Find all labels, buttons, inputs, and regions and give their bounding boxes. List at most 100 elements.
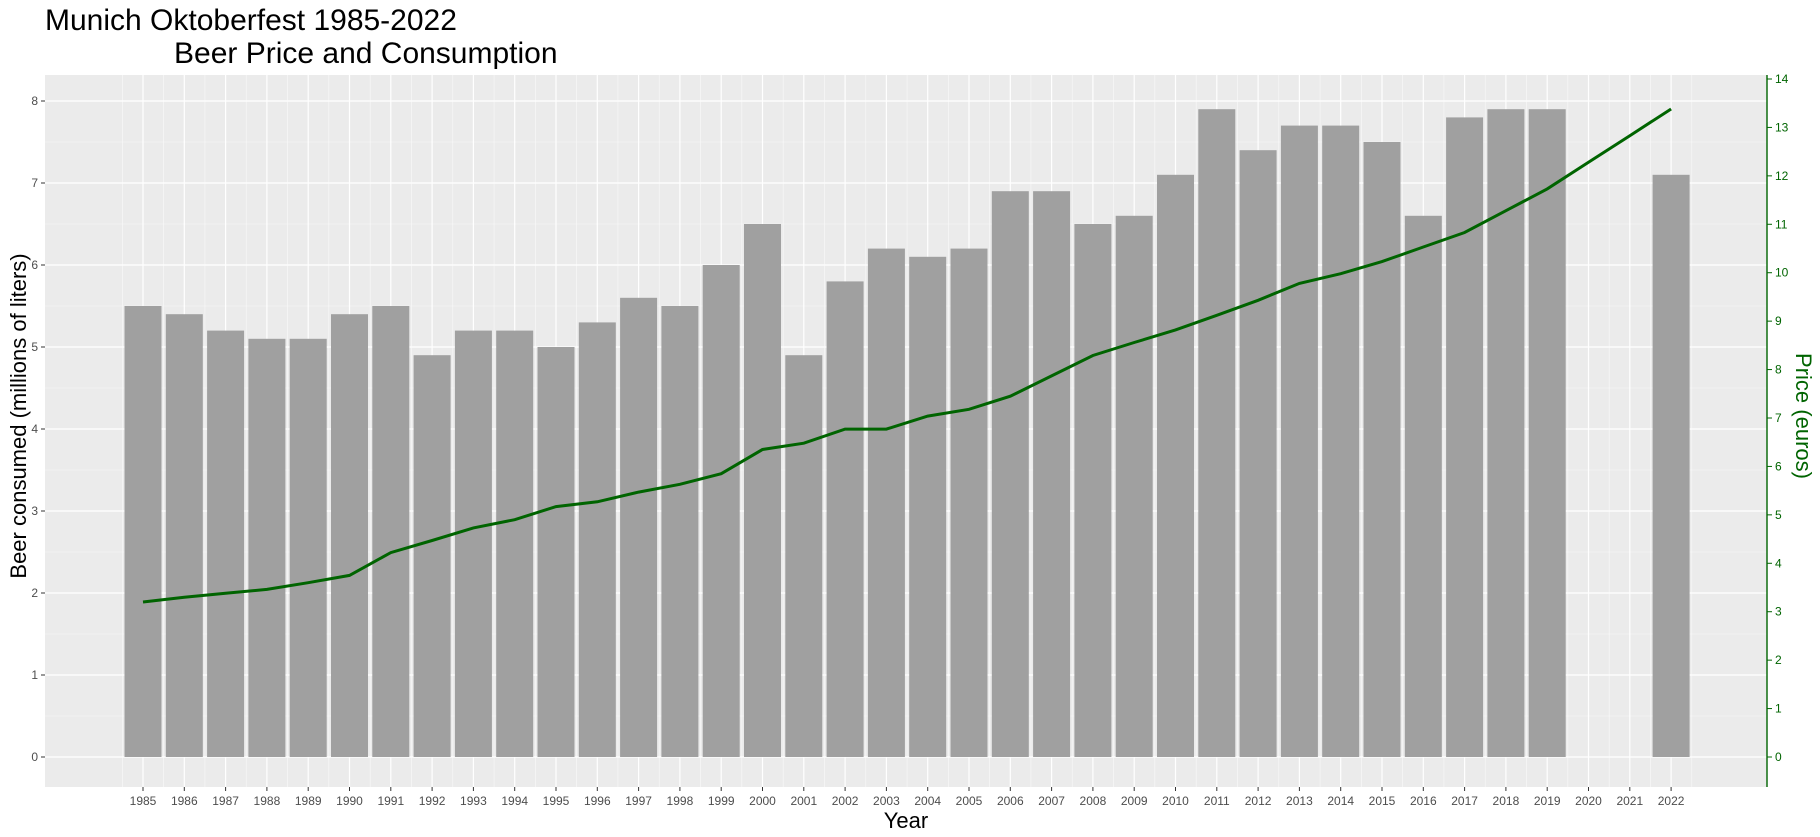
x-tick-label: 1985 xyxy=(130,794,157,808)
bar-1995 xyxy=(537,347,575,757)
bar-2000 xyxy=(744,224,781,757)
x-tick-label: 2017 xyxy=(1451,794,1478,808)
bar-1998 xyxy=(661,306,699,757)
y2-tick-label: 0 xyxy=(1775,750,1782,764)
y-tick-label: 2 xyxy=(31,586,38,600)
y2-tick-label: 7 xyxy=(1775,411,1782,425)
y2-tick-label: 12 xyxy=(1775,169,1789,183)
bar-1986 xyxy=(165,314,203,757)
bar-1994 xyxy=(496,330,534,757)
x-tick-label: 1986 xyxy=(171,794,198,808)
y-tick-label: 8 xyxy=(31,94,38,108)
y-tick-label: 5 xyxy=(31,340,38,354)
x-tick-label: 2009 xyxy=(1121,794,1148,808)
x-tick-label: 2022 xyxy=(1658,794,1685,808)
bar-1989 xyxy=(289,338,327,757)
y2-tick-label: 6 xyxy=(1775,459,1782,473)
bar-2003 xyxy=(867,248,905,757)
chart-title-line1: Munich Oktoberfest 1985-2022 xyxy=(45,4,457,37)
bar-2013 xyxy=(1280,125,1318,758)
x-tick-label: 2007 xyxy=(1038,794,1065,808)
x-tick-label: 1996 xyxy=(584,794,611,808)
bar-2002 xyxy=(826,281,864,757)
y2-axis-title: Price (euros) xyxy=(1791,353,1816,479)
x-tick-label: 1999 xyxy=(708,794,735,808)
x-tick-label: 2008 xyxy=(1080,794,1107,808)
x-tick-label: 2003 xyxy=(873,794,900,808)
x-tick-label: 2019 xyxy=(1534,794,1561,808)
x-tick-label: 1993 xyxy=(460,794,487,808)
bar-1997 xyxy=(620,297,658,757)
y2-tick-label: 14 xyxy=(1775,72,1789,86)
x-tick-label: 1994 xyxy=(501,794,528,808)
bar-2005 xyxy=(950,248,988,757)
x-tick-label: 2018 xyxy=(1493,794,1520,808)
bar-2009 xyxy=(1115,215,1153,758)
bar-1988 xyxy=(248,338,286,757)
x-axis-title: Year xyxy=(884,808,928,833)
x-tick-label: 2015 xyxy=(1369,794,1396,808)
y2-tick-label: 10 xyxy=(1775,266,1789,280)
x-tick-label: 2016 xyxy=(1410,794,1437,808)
bar-2004 xyxy=(909,256,947,757)
y2-tick-label: 2 xyxy=(1775,653,1782,667)
bar-2011 xyxy=(1198,109,1236,757)
bar-2014 xyxy=(1322,125,1360,758)
bar-2001 xyxy=(785,355,823,757)
bar-2016 xyxy=(1404,215,1442,758)
bar-1993 xyxy=(454,330,492,757)
x-tick-label: 2013 xyxy=(1286,794,1313,808)
y2-tick-label: 13 xyxy=(1775,120,1789,134)
x-tick-label: 1992 xyxy=(419,794,446,808)
x-tick-label: 2006 xyxy=(997,794,1024,808)
y-tick-label: 6 xyxy=(31,258,38,272)
bar-1996 xyxy=(578,322,616,757)
chart-title-line2: Beer Price and Consumption xyxy=(174,37,558,70)
y2-tick-label: 4 xyxy=(1775,556,1782,570)
y-tick-label: 7 xyxy=(31,176,38,190)
y2-tick-label: 5 xyxy=(1775,508,1782,522)
y-tick-label: 3 xyxy=(31,504,38,518)
y2-tick-label: 1 xyxy=(1775,702,1782,716)
bar-2007 xyxy=(1033,191,1071,757)
x-tick-label: 2021 xyxy=(1616,794,1643,808)
bar-1991 xyxy=(372,306,410,757)
x-tick-label: 2002 xyxy=(832,794,859,808)
x-tick-label: 2005 xyxy=(956,794,983,808)
y-tick-label: 0 xyxy=(31,750,38,764)
bar-2018 xyxy=(1487,109,1525,757)
x-tick-label: 1998 xyxy=(667,794,694,808)
bar-2006 xyxy=(991,191,1029,757)
x-tick-label: 2004 xyxy=(914,794,941,808)
bar-1992 xyxy=(413,355,451,757)
bar-2015 xyxy=(1363,142,1401,757)
x-tick-label: 1989 xyxy=(295,794,322,808)
x-tick-label: 1988 xyxy=(254,794,281,808)
y-tick-label: 4 xyxy=(31,422,38,436)
y2-tick-label: 3 xyxy=(1775,605,1782,619)
price-line xyxy=(142,107,1672,604)
y2-tick-label: 11 xyxy=(1775,217,1788,231)
x-tick-label: 1990 xyxy=(336,794,363,808)
x-tick-label: 1991 xyxy=(377,794,404,808)
bars-series xyxy=(124,109,1690,758)
y2-tick-label: 8 xyxy=(1775,363,1782,377)
bar-2019 xyxy=(1528,109,1566,757)
y2-tick-label: 9 xyxy=(1775,314,1782,328)
bar-1990 xyxy=(331,314,368,757)
y-tick-label: 1 xyxy=(31,668,38,682)
x-tick-label: 2000 xyxy=(749,794,776,808)
bar-2010 xyxy=(1157,174,1194,758)
y-axis-title: Beer consumed (millions of liters) xyxy=(6,253,31,578)
bar-2012 xyxy=(1239,150,1277,757)
x-tick-label: 2010 xyxy=(1162,794,1189,808)
x-tick-label: 1987 xyxy=(212,794,239,808)
x-tick-label: 1995 xyxy=(543,794,570,808)
x-tick-label: 2011 xyxy=(1204,794,1230,808)
x-tick-label: 2020 xyxy=(1575,794,1602,808)
x-tick-label: 2012 xyxy=(1245,794,1272,808)
bar-1999 xyxy=(702,265,740,757)
bar-2008 xyxy=(1074,224,1112,757)
